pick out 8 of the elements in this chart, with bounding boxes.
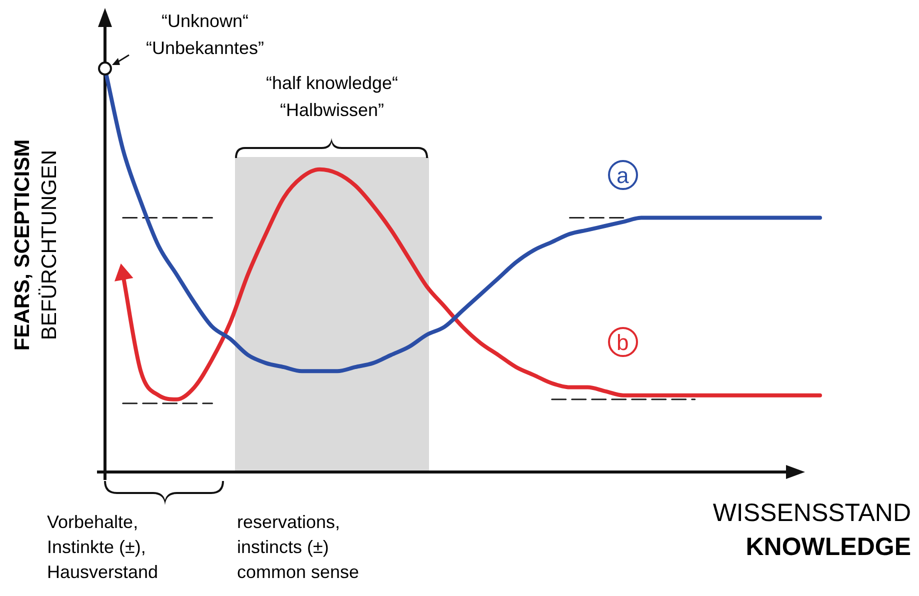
series-label: a bbox=[608, 160, 638, 190]
text: Vorbehalte, Instinkte (±), Hausverstand bbox=[47, 511, 158, 584]
series-label: b bbox=[608, 327, 638, 358]
text: “Unknown“ “Unbekanntes” bbox=[146, 10, 264, 60]
text: reservations, instincts (±) common sense bbox=[237, 511, 360, 584]
y-axis-title: FEARS, SCEPTICISM BEFÜRCHTUNGEN bbox=[10, 139, 62, 351]
x-axis-title: WISSENSSTAND KNOWLEDGE bbox=[712, 498, 911, 563]
annotation: “half knowledge“ “Halbwissen” bbox=[266, 72, 398, 122]
